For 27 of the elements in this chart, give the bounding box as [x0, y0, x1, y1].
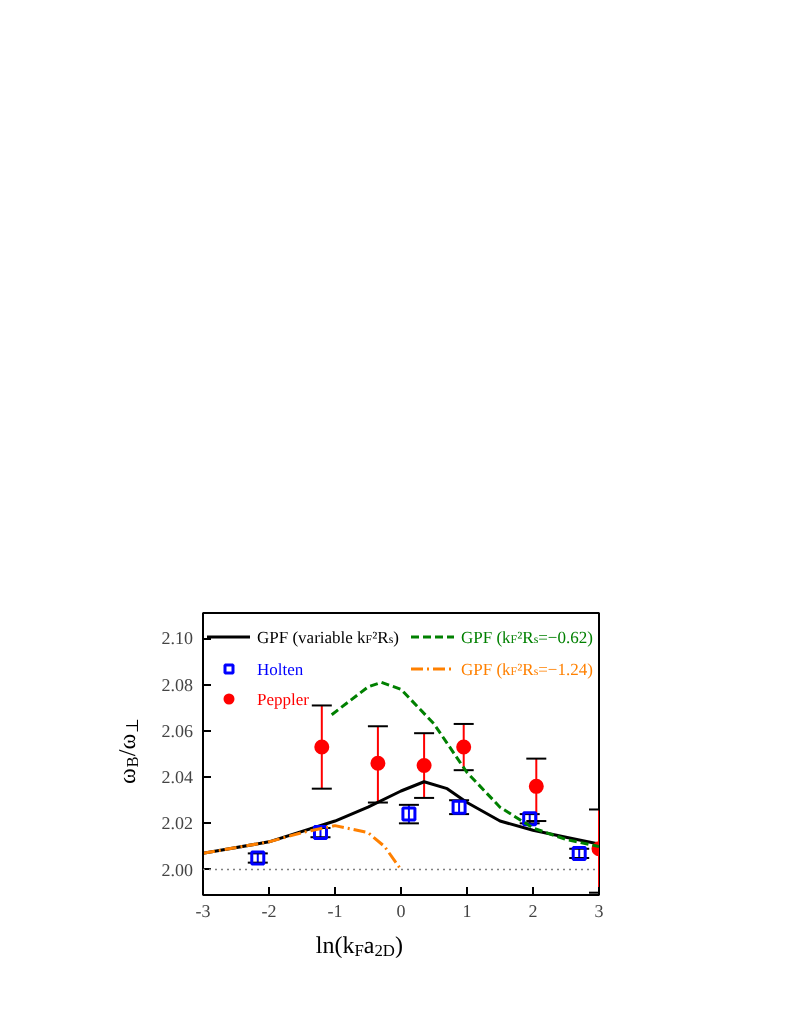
- point: [522, 811, 538, 827]
- x-tick-label: 0: [396, 901, 407, 921]
- point: [451, 799, 467, 815]
- x-tick-label: 3: [594, 901, 605, 921]
- x-tick-label: 2: [528, 901, 538, 921]
- legend-label: Peppler: [257, 689, 310, 709]
- y-tick-label: 2.10: [161, 628, 194, 649]
- y-tick-label: 2.02: [161, 813, 193, 834]
- y-tick-label: 2.08: [161, 674, 194, 695]
- point: [250, 850, 266, 866]
- line-series: [203, 824, 403, 872]
- y-tick-label: 2.00: [161, 859, 194, 880]
- y-tick-label: 2.06: [161, 720, 194, 741]
- point: [528, 778, 544, 794]
- y-axis-title: ωB/ω⊥: [113, 719, 142, 785]
- x-tick-label: -2: [261, 901, 277, 921]
- legend-label: Holten: [257, 659, 305, 679]
- y-tick-label: 2.04: [161, 767, 194, 788]
- point: [312, 825, 328, 841]
- point: [416, 758, 432, 774]
- point: [456, 739, 472, 755]
- x-tick-label: -3: [195, 901, 212, 921]
- point: [571, 845, 587, 861]
- point: [314, 739, 330, 755]
- x-tick-label: 1: [462, 901, 472, 921]
- point: [370, 755, 386, 771]
- x-tick-label: -1: [327, 901, 343, 921]
